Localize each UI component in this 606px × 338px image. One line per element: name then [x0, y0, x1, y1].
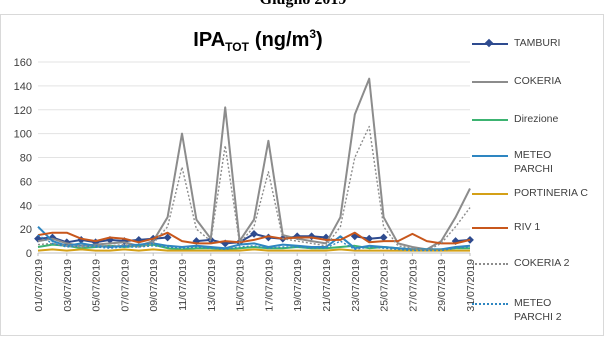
- series-line: [37, 248, 470, 252]
- chart-title-unit-sup: 3: [309, 27, 316, 41]
- x-tick-label: 15/07/2019: [235, 259, 247, 312]
- y-tick-label: 40: [20, 200, 32, 212]
- axis-layer: 0 20 40 60 80 100 120 140 160 01/07/2019 03/07/201…: [14, 57, 477, 312]
- series-riv-1: [37, 231, 471, 245]
- chart-title-unit-close: ): [316, 29, 323, 51]
- grid-layer: [38, 61, 470, 254]
- y-tick-label: 20: [20, 224, 32, 236]
- x-tick-label: 01/07/2019: [33, 259, 45, 312]
- legend-swatch: [472, 81, 508, 83]
- y-tick-label: 80: [20, 153, 32, 165]
- legend-label: Direzione: [514, 113, 559, 125]
- y-tick-label: 60: [20, 176, 32, 188]
- y-tick-label: 160: [14, 57, 32, 69]
- chart-title-sub: TOT: [225, 40, 249, 54]
- x-tick-label: 03/07/2019: [62, 259, 74, 312]
- chart-title: IPATOT (ng/m3): [193, 27, 322, 54]
- x-tick-label: 07/07/2019: [119, 259, 131, 312]
- legend-swatch: [472, 303, 508, 305]
- series-line: [37, 236, 168, 244]
- series-line: [37, 225, 471, 251]
- legend-swatch: [472, 263, 508, 265]
- x-tick-label: 13/07/2019: [206, 259, 218, 312]
- legend-label: METEO PARCHI: [514, 149, 553, 175]
- series-meteo-parchi: [37, 225, 471, 251]
- data-point: [379, 233, 388, 242]
- y-tick-label: 140: [14, 81, 32, 93]
- chart-legend: TAMBURI COKERIA Direzione METEO PARCHI PORTI…: [470, 0, 606, 338]
- y-tick-label: 100: [14, 129, 32, 141]
- chart-title-unit: (ng/m: [255, 29, 309, 51]
- chart-title-main: IPA: [193, 29, 225, 51]
- legend-swatch: [472, 119, 508, 121]
- x-tick-label: 19/07/2019: [292, 259, 304, 312]
- legend-swatch: [472, 193, 508, 195]
- x-tick-label: 09/07/2019: [148, 259, 160, 312]
- data-point: [163, 233, 172, 242]
- series-line: [37, 231, 471, 245]
- series-layer: [34, 77, 474, 252]
- x-tick-label: 21/07/2019: [321, 259, 333, 312]
- series-cokeria: [37, 77, 471, 251]
- series-cokeria-2: [37, 125, 471, 252]
- legend-label: PORTINERIA C: [514, 187, 588, 199]
- legend-label: COKERIA 2: [514, 257, 570, 269]
- x-tick-label: 27/07/2019: [407, 259, 419, 312]
- x-tick-label: 11/07/2019: [177, 259, 189, 311]
- x-tick-label: 25/07/2019: [379, 259, 391, 312]
- y-tick-label: 120: [14, 105, 32, 117]
- x-tick-label: 31/07/2019: [465, 259, 477, 312]
- x-tick-label: 05/07/2019: [91, 259, 103, 312]
- legend-label: COKERIA: [514, 75, 562, 87]
- legend-label: TAMBURI: [514, 37, 561, 49]
- legend-marker: [484, 38, 494, 48]
- legend-label: RIV 1: [514, 221, 541, 233]
- x-tick-label: 17/07/2019: [263, 259, 275, 312]
- data-point: [250, 229, 258, 238]
- series-line: [37, 125, 471, 252]
- data-point: [466, 235, 474, 244]
- y-tick-label: 0: [26, 248, 32, 260]
- series-portineria-c: [37, 248, 470, 252]
- page-header-title: Giugno 2019: [0, 0, 606, 9]
- series-line: [37, 77, 471, 251]
- x-tick-label: 23/07/2019: [350, 259, 362, 312]
- legend-label: METEO PARCHI 2: [514, 297, 562, 323]
- x-tick-label: 29/07/2019: [436, 259, 448, 312]
- chart-frame: [0, 14, 604, 336]
- legend-swatch: [472, 155, 508, 157]
- legend-swatch: [472, 227, 508, 229]
